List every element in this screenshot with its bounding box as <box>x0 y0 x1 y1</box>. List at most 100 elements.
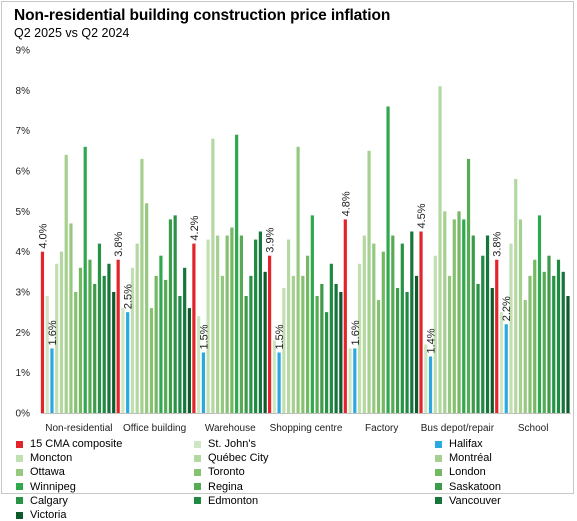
legend-label: St. John's <box>208 438 256 450</box>
bar <box>154 275 158 413</box>
legend-item: Regina <box>194 481 243 493</box>
bar <box>504 324 508 413</box>
bar <box>443 211 447 413</box>
legend-swatch <box>194 440 201 448</box>
data-label: 4.5% <box>416 203 428 228</box>
bar <box>287 239 291 413</box>
bar <box>102 275 106 413</box>
legend-label: Toronto <box>208 466 245 479</box>
bar-chart: 0% 1% 2% 3% 4% 5% 6% 7% 8% 9% 4.0% 1.6% 3.8% 2.5% 4.2… <box>16 46 571 434</box>
bar <box>395 287 400 413</box>
bar <box>78 267 83 413</box>
bar <box>514 179 518 413</box>
bar <box>55 263 59 413</box>
y-tick-label: 2% <box>16 328 31 339</box>
y-tick-label: 1% <box>16 368 31 379</box>
bar <box>410 231 414 413</box>
legend-swatch <box>16 468 23 476</box>
data-label: 3.8% <box>492 231 504 256</box>
bar <box>178 296 182 413</box>
bar <box>419 231 423 413</box>
bar <box>343 219 347 413</box>
legend-label: London <box>449 466 486 479</box>
y-tick-label: 3% <box>16 288 31 299</box>
bar <box>424 344 428 413</box>
bar <box>438 86 442 414</box>
bar <box>88 259 92 413</box>
data-label: 3.9% <box>265 227 277 252</box>
legend-swatch <box>194 497 201 505</box>
data-label: 4.8% <box>340 191 352 216</box>
data-label: 4.0% <box>37 223 49 248</box>
bar <box>509 243 513 413</box>
bar <box>235 134 239 413</box>
bar <box>457 211 461 413</box>
bar <box>59 251 64 413</box>
bar <box>566 296 570 413</box>
legend-label: Victoria <box>30 509 67 521</box>
bar <box>414 275 419 413</box>
legend-swatch <box>435 468 442 476</box>
bar <box>164 279 168 413</box>
bar <box>272 340 276 413</box>
legend-label: Montréal <box>449 452 492 465</box>
bar <box>357 263 362 413</box>
x-tick-label: Shopping centre <box>270 423 343 434</box>
bar <box>93 283 97 413</box>
legend-item: St. John's <box>194 438 256 450</box>
bar <box>499 312 504 413</box>
chart-title: Non-residential building construction pr… <box>14 7 391 24</box>
y-axis: 0% 1% 2% 3% 4% 5% 6% 7% 8% 9% <box>16 46 31 420</box>
bar <box>301 275 305 413</box>
bar <box>462 219 466 413</box>
y-tick-label: 4% <box>16 247 31 258</box>
data-label: 2.2% <box>501 296 513 321</box>
bar <box>433 255 437 413</box>
bar <box>490 287 494 413</box>
data-label: 2.5% <box>123 284 135 309</box>
legend-item: London <box>435 466 486 478</box>
y-tick-label: 9% <box>16 46 31 57</box>
bar <box>187 308 192 413</box>
bars: 4.0% 1.6% 3.8% 2.5% 4.2% 1.5% 3.9% 1.5% 4.8% 1.6%… <box>37 86 570 414</box>
bar <box>334 283 338 413</box>
legend-swatch <box>16 511 23 519</box>
y-tick-label: 5% <box>16 207 31 218</box>
bar <box>83 146 87 414</box>
legend-swatch <box>194 454 201 462</box>
bar <box>291 275 295 413</box>
legend-item: Moncton <box>16 452 72 464</box>
bar <box>376 300 381 413</box>
legend-label: Ottawa <box>30 466 65 479</box>
bar <box>145 203 149 413</box>
bar <box>320 283 324 413</box>
bar <box>126 312 130 413</box>
legend-swatch <box>435 440 442 448</box>
bar <box>481 255 485 413</box>
data-label: 1.6% <box>47 320 59 345</box>
legend-item: 15 CMA composite <box>16 438 122 450</box>
bar <box>306 255 310 413</box>
legend-swatch <box>435 454 442 462</box>
bar <box>381 251 385 413</box>
bar <box>282 287 286 413</box>
bar <box>225 235 229 413</box>
bar <box>523 300 527 413</box>
legend-swatch <box>16 454 23 462</box>
bar <box>254 239 258 413</box>
bar <box>428 356 433 413</box>
bar <box>201 352 205 413</box>
bar <box>400 243 404 413</box>
bar <box>140 158 144 413</box>
legend-item: Saskatoon <box>435 481 501 493</box>
bar <box>40 251 45 413</box>
bar <box>263 271 267 413</box>
legend-label: Québec City <box>208 452 269 465</box>
legend-swatch <box>435 497 442 505</box>
bar <box>485 235 490 413</box>
bar <box>372 243 376 413</box>
bar <box>348 348 352 413</box>
bar <box>239 235 243 413</box>
y-tick-label: 0% <box>16 409 31 420</box>
bar <box>542 271 546 413</box>
